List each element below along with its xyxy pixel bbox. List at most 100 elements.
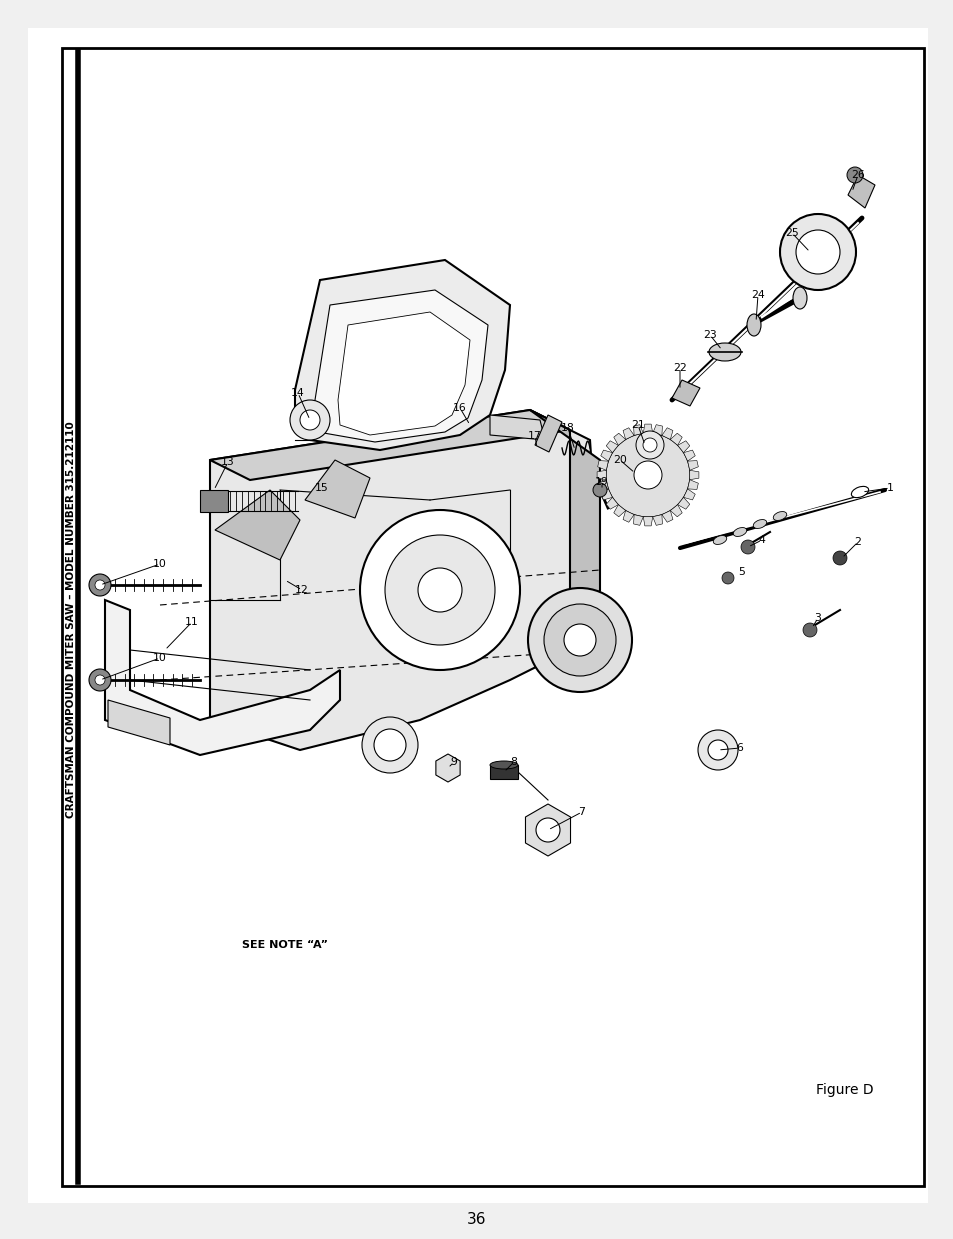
Text: 19: 19 bbox=[595, 477, 608, 487]
Circle shape bbox=[780, 214, 855, 290]
Polygon shape bbox=[613, 504, 625, 517]
Text: 16: 16 bbox=[453, 403, 466, 413]
Circle shape bbox=[374, 729, 406, 761]
Polygon shape bbox=[677, 441, 689, 452]
Circle shape bbox=[89, 574, 111, 596]
Polygon shape bbox=[436, 755, 459, 782]
Circle shape bbox=[802, 623, 816, 637]
Text: 12: 12 bbox=[294, 585, 309, 595]
Text: 6: 6 bbox=[736, 743, 742, 753]
Polygon shape bbox=[652, 514, 661, 525]
Ellipse shape bbox=[708, 343, 740, 361]
Polygon shape bbox=[847, 175, 874, 208]
Text: 9: 9 bbox=[450, 757, 456, 767]
Text: 2: 2 bbox=[854, 536, 861, 546]
FancyBboxPatch shape bbox=[28, 28, 927, 1203]
Circle shape bbox=[795, 230, 840, 274]
Polygon shape bbox=[661, 510, 672, 522]
Text: 26: 26 bbox=[850, 170, 864, 180]
Ellipse shape bbox=[773, 512, 786, 520]
Polygon shape bbox=[105, 600, 339, 755]
Polygon shape bbox=[108, 700, 170, 745]
Polygon shape bbox=[210, 410, 569, 479]
Text: 10: 10 bbox=[152, 559, 167, 569]
Text: 25: 25 bbox=[784, 228, 798, 238]
Text: 21: 21 bbox=[631, 420, 644, 430]
Polygon shape bbox=[670, 504, 681, 517]
Circle shape bbox=[636, 431, 663, 458]
Polygon shape bbox=[670, 434, 681, 445]
Ellipse shape bbox=[792, 287, 806, 309]
Text: 1: 1 bbox=[885, 483, 893, 493]
Text: Figure D: Figure D bbox=[816, 1083, 873, 1097]
Circle shape bbox=[593, 483, 606, 497]
Polygon shape bbox=[687, 479, 698, 489]
Polygon shape bbox=[535, 415, 561, 452]
Ellipse shape bbox=[850, 487, 868, 498]
Circle shape bbox=[95, 580, 105, 590]
Circle shape bbox=[563, 624, 596, 655]
Polygon shape bbox=[689, 471, 699, 479]
Polygon shape bbox=[305, 460, 370, 518]
Polygon shape bbox=[294, 260, 510, 450]
Polygon shape bbox=[600, 489, 612, 501]
Text: CRAFTSMAN COMPOUND MITER SAW – MODEL NUMBER 315.212110: CRAFTSMAN COMPOUND MITER SAW – MODEL NUM… bbox=[66, 421, 76, 819]
FancyBboxPatch shape bbox=[200, 489, 228, 512]
Circle shape bbox=[536, 818, 559, 843]
Circle shape bbox=[832, 551, 846, 565]
Polygon shape bbox=[683, 489, 695, 501]
Polygon shape bbox=[661, 427, 672, 440]
Polygon shape bbox=[597, 479, 608, 489]
Polygon shape bbox=[597, 471, 605, 479]
Polygon shape bbox=[605, 441, 618, 452]
Circle shape bbox=[299, 410, 319, 430]
Polygon shape bbox=[683, 450, 695, 461]
Circle shape bbox=[385, 535, 495, 646]
Circle shape bbox=[605, 432, 689, 517]
Text: 24: 24 bbox=[750, 290, 764, 300]
Polygon shape bbox=[622, 510, 634, 522]
Polygon shape bbox=[633, 514, 642, 525]
Ellipse shape bbox=[753, 519, 766, 529]
Text: SEE NOTE “A”: SEE NOTE “A” bbox=[242, 940, 328, 950]
Polygon shape bbox=[642, 424, 652, 434]
Circle shape bbox=[95, 675, 105, 685]
Text: 18: 18 bbox=[560, 422, 575, 432]
Text: 23: 23 bbox=[702, 330, 716, 339]
Text: 36: 36 bbox=[467, 1213, 486, 1228]
Polygon shape bbox=[210, 410, 599, 750]
Text: 22: 22 bbox=[673, 363, 686, 373]
Polygon shape bbox=[600, 450, 612, 461]
Ellipse shape bbox=[733, 528, 746, 536]
Circle shape bbox=[740, 540, 754, 554]
FancyBboxPatch shape bbox=[490, 764, 517, 779]
Ellipse shape bbox=[746, 313, 760, 336]
Polygon shape bbox=[671, 380, 700, 406]
Circle shape bbox=[642, 439, 657, 452]
FancyBboxPatch shape bbox=[62, 48, 923, 1186]
Polygon shape bbox=[652, 425, 661, 435]
Polygon shape bbox=[337, 312, 470, 435]
Text: 3: 3 bbox=[814, 613, 821, 623]
Text: 14: 14 bbox=[291, 388, 305, 398]
Circle shape bbox=[417, 567, 461, 612]
Polygon shape bbox=[525, 804, 570, 856]
Circle shape bbox=[527, 589, 631, 693]
Text: 5: 5 bbox=[738, 567, 744, 577]
Polygon shape bbox=[642, 517, 652, 525]
Polygon shape bbox=[633, 425, 642, 435]
Circle shape bbox=[290, 400, 330, 440]
Text: 4: 4 bbox=[758, 535, 764, 545]
Polygon shape bbox=[530, 410, 599, 650]
Text: 7: 7 bbox=[578, 807, 585, 817]
Circle shape bbox=[361, 717, 417, 773]
Circle shape bbox=[721, 572, 733, 584]
Polygon shape bbox=[314, 290, 488, 442]
Circle shape bbox=[707, 740, 727, 760]
Circle shape bbox=[634, 461, 661, 489]
Text: 11: 11 bbox=[185, 617, 198, 627]
Text: 15: 15 bbox=[314, 483, 329, 493]
Circle shape bbox=[89, 669, 111, 691]
Text: 8: 8 bbox=[510, 757, 517, 767]
Polygon shape bbox=[622, 427, 634, 440]
